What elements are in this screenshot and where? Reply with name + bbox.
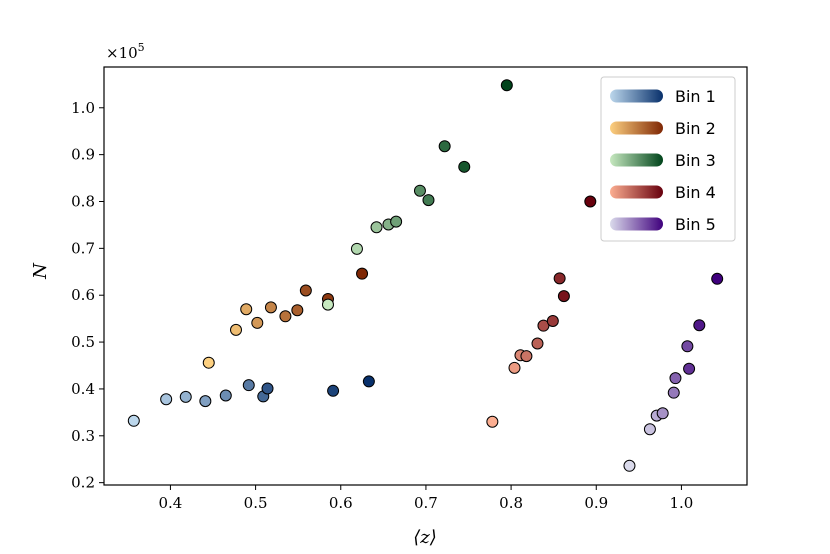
data-point [500,79,513,92]
data-point [669,372,682,385]
data-point [242,379,255,392]
data-point [370,221,383,234]
legend-swatch [610,121,663,135]
data-point [508,361,521,374]
data-point [160,393,173,406]
data-point [667,386,680,399]
series-1 [127,375,375,427]
x-axis: 0.4 0.5 0.6 0.7 0.8 0.9 1.0 [158,485,693,512]
y-tick-label: 0.8 [71,192,95,210]
data-point [299,284,312,297]
legend-swatch [610,185,663,199]
legend-entry: Bin 1 [610,87,716,106]
data-point [240,303,253,316]
x-tick-label: 1.0 [669,494,693,512]
y-multiplier: ×105 [106,41,145,62]
data-point [264,301,277,314]
x-tick-label: 0.5 [244,494,268,512]
x-tick-label: 0.6 [329,494,353,512]
series-4 [486,195,597,428]
legend-entry: Bin 4 [610,183,716,202]
y-tick-label: 0.2 [71,474,95,492]
legend-swatch [610,217,663,231]
series-5 [623,272,724,472]
legend-entry: Bin 2 [610,119,716,138]
x-tick-label: 0.9 [584,494,608,512]
data-point [438,140,451,153]
data-point [327,384,340,397]
data-point [520,350,533,363]
legend-label: Bin 5 [675,215,716,234]
data-point [531,337,544,350]
data-point [681,340,694,353]
data-point [623,459,636,472]
y-tick-label: 0.5 [71,333,95,351]
y-tick-label: 0.7 [71,239,95,257]
data-point [656,407,669,420]
data-point [413,184,426,197]
data-point [230,323,243,336]
data-point [693,319,706,332]
data-point [251,316,264,329]
data-point [390,215,403,228]
x-tick-label: 0.8 [499,494,523,512]
data-point [279,310,292,323]
data-point [321,298,334,311]
data-point [350,242,363,255]
data-point [537,319,550,332]
legend-swatch [610,153,663,167]
y-tick-label: 0.6 [71,286,95,304]
legend-label: Bin 2 [675,119,716,138]
legend: Bin 1 Bin 2 Bin 3 Bin 4 Bin 5 [600,76,736,242]
legend-label: Bin 1 [675,87,716,106]
data-point [584,195,597,208]
data-point [362,375,375,388]
legend-entry: Bin 5 [610,215,716,234]
x-tick-label: 0.7 [414,494,438,512]
data-point [291,304,304,317]
y-tick-label: 0.3 [71,427,95,445]
data-point [179,390,192,403]
legend-entry: Bin 3 [610,151,716,170]
series-3 [321,79,513,311]
points-layer [127,79,724,472]
data-point [486,415,499,428]
legend-label: Bin 3 [675,151,716,170]
data-point [711,272,724,285]
data-point [127,414,140,427]
legend-box [600,76,736,242]
y-axis: 0.2 0.3 0.4 0.5 0.6 0.7 0.8 0.9 1.0 [71,99,104,492]
data-point [546,314,559,327]
data-point [422,194,435,207]
data-point [356,267,369,280]
x-tick-label: 0.4 [158,494,182,512]
data-point [458,160,471,173]
x-axis-title: ⟨z⟩ [413,527,437,548]
data-point [261,382,274,395]
y-tick-label: 1.0 [71,99,95,117]
data-point [219,389,232,402]
data-point [557,290,570,303]
y-tick-label: 0.4 [71,380,95,398]
data-point [553,272,566,285]
legend-swatch [610,89,663,103]
y-axis-title: N [30,262,51,280]
data-point [199,395,212,408]
data-point [202,356,215,369]
data-point [643,423,656,436]
legend-label: Bin 4 [675,183,716,202]
y-tick-label: 0.9 [71,146,95,164]
data-point [683,362,696,375]
series-2 [202,267,369,369]
